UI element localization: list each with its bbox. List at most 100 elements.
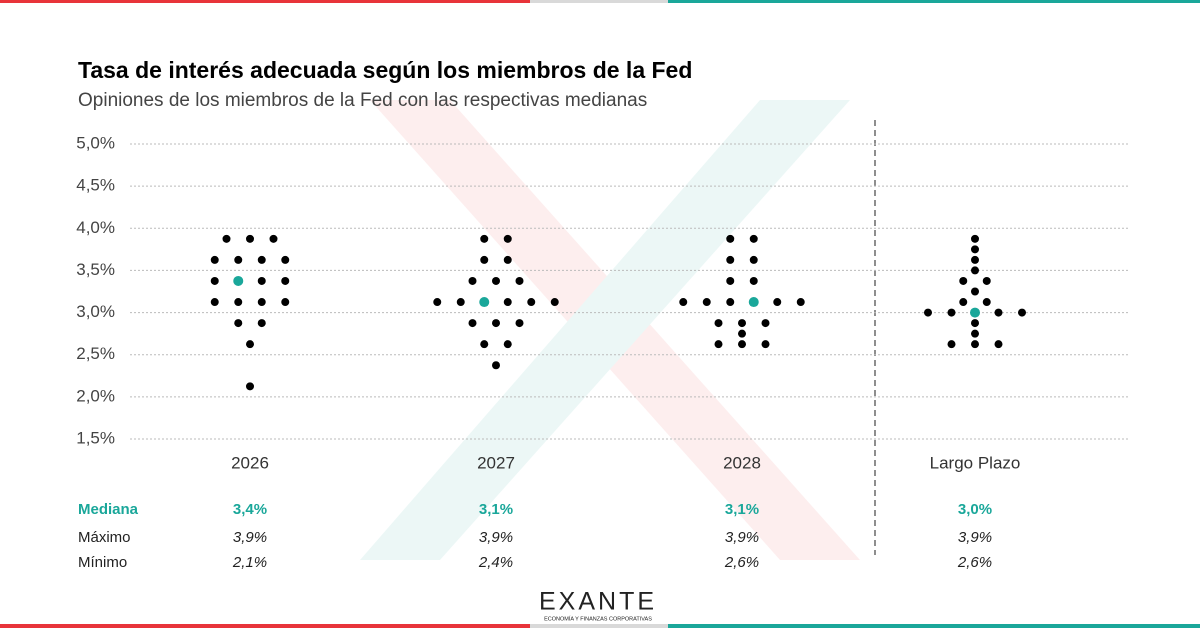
dot xyxy=(210,255,219,264)
dot xyxy=(748,297,759,308)
dot xyxy=(246,234,254,243)
table-value: 3,1% xyxy=(479,501,513,518)
dot xyxy=(468,319,477,328)
dot xyxy=(480,340,489,349)
y-tick-label: 3,0% xyxy=(76,302,115,321)
bottom-bar-teal xyxy=(668,624,1200,628)
dot xyxy=(257,298,266,307)
dot xyxy=(971,266,979,275)
table-value: 3,0% xyxy=(958,501,992,518)
dot xyxy=(468,276,477,285)
y-tick-label: 4,5% xyxy=(76,176,115,195)
dot xyxy=(971,255,979,264)
bottom-bar-gray xyxy=(530,624,668,628)
dot xyxy=(210,298,219,307)
y-tick-label: 4,0% xyxy=(76,218,115,237)
table-value: 3,9% xyxy=(725,529,759,546)
dot xyxy=(515,276,524,285)
dot xyxy=(971,287,979,296)
chart-subtitle: Opiniones de los miembros de la Fed con … xyxy=(78,90,647,111)
dot xyxy=(714,319,723,328)
dot xyxy=(281,276,290,285)
dot xyxy=(726,234,735,243)
x-tick-label: Largo Plazo xyxy=(930,453,1021,472)
dot xyxy=(761,340,770,349)
table-row-label: Mínimo xyxy=(78,554,127,571)
chart-title: Tasa de interés adecuada según los miemb… xyxy=(78,57,692,83)
dot xyxy=(738,340,746,349)
table-value: 3,4% xyxy=(233,501,267,518)
y-tick-label: 2,5% xyxy=(76,344,115,363)
dot xyxy=(994,308,1003,317)
dot xyxy=(246,382,254,391)
dot xyxy=(796,298,805,307)
dot xyxy=(994,340,1003,349)
dot xyxy=(971,340,979,349)
watermark-stroke xyxy=(370,100,860,560)
x-tick-label: 2027 xyxy=(477,453,515,472)
dot xyxy=(503,340,512,349)
dot xyxy=(492,361,500,370)
dot xyxy=(726,298,735,307)
dot xyxy=(749,255,758,264)
bottom-bar-red xyxy=(0,624,530,628)
watermark xyxy=(360,100,860,560)
dot xyxy=(480,255,489,264)
dot xyxy=(210,276,219,285)
table-value: 3,9% xyxy=(233,529,267,546)
dot xyxy=(503,298,512,307)
dot xyxy=(738,329,746,338)
table-row-label: Máximo xyxy=(78,529,131,546)
dot xyxy=(456,298,465,307)
dot xyxy=(924,308,932,317)
dot xyxy=(714,340,723,349)
table-value: 2,1% xyxy=(232,554,267,571)
dot xyxy=(982,298,991,307)
dot xyxy=(738,319,746,328)
dot xyxy=(281,298,290,307)
top-bar-red xyxy=(0,0,530,3)
dot xyxy=(222,234,231,243)
dot xyxy=(480,234,489,243)
logo-name: EXANTE xyxy=(539,588,657,616)
dot xyxy=(257,276,266,285)
dot xyxy=(726,255,735,264)
dot xyxy=(492,319,500,328)
dot xyxy=(702,298,711,307)
dot xyxy=(503,234,512,243)
y-tick-label: 3,5% xyxy=(76,260,115,279)
dot xyxy=(947,308,956,317)
y-tick-label: 1,5% xyxy=(76,428,115,447)
dot xyxy=(492,276,500,285)
dot xyxy=(773,298,782,307)
table-value: 3,9% xyxy=(479,529,513,546)
dot xyxy=(503,255,512,264)
dot xyxy=(233,275,244,286)
dot xyxy=(971,245,979,254)
dot xyxy=(947,340,956,349)
dot xyxy=(479,297,490,308)
dot xyxy=(246,340,254,349)
top-bar-teal xyxy=(668,0,1200,3)
x-tick-label: 2028 xyxy=(723,453,761,472)
dot xyxy=(749,276,758,285)
table-value: 3,1% xyxy=(725,501,759,518)
top-bar-gray xyxy=(530,0,668,3)
logo-tagline: ECONOMÍA Y FINANZAS CORPORATIVAS xyxy=(544,615,652,622)
dot xyxy=(515,319,524,328)
table-value: 3,9% xyxy=(958,529,992,546)
table-value: 2,6% xyxy=(957,554,992,571)
dot xyxy=(971,329,979,338)
dot xyxy=(269,234,278,243)
dot xyxy=(257,255,266,264)
dot xyxy=(761,319,770,328)
dot xyxy=(982,276,991,285)
dot xyxy=(550,298,559,307)
dot xyxy=(749,234,758,243)
table-value: 2,4% xyxy=(478,554,513,571)
dot xyxy=(971,319,979,328)
table-value: 2,6% xyxy=(724,554,759,571)
y-tick-label: 2,0% xyxy=(76,386,115,405)
dot xyxy=(281,255,290,264)
